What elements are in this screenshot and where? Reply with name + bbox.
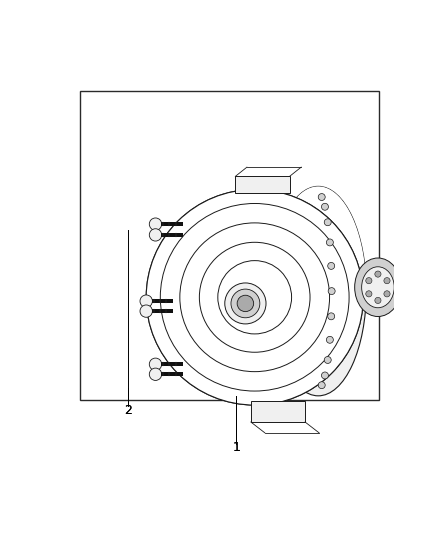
- Text: 1: 1: [233, 441, 240, 454]
- Ellipse shape: [328, 288, 335, 295]
- Ellipse shape: [149, 368, 162, 381]
- Ellipse shape: [321, 372, 328, 379]
- Ellipse shape: [328, 262, 335, 269]
- Ellipse shape: [324, 357, 331, 364]
- Ellipse shape: [328, 313, 335, 320]
- Bar: [251, 401, 305, 422]
- Ellipse shape: [160, 204, 349, 391]
- Bar: [80, 91, 379, 400]
- Ellipse shape: [149, 358, 162, 370]
- Text: 1: 1: [233, 441, 240, 454]
- Ellipse shape: [384, 278, 390, 284]
- Bar: [235, 176, 290, 193]
- Text: 2: 2: [124, 404, 132, 417]
- Ellipse shape: [324, 219, 331, 225]
- Ellipse shape: [318, 382, 325, 389]
- Ellipse shape: [225, 283, 266, 324]
- Bar: [161, 222, 183, 226]
- Bar: [161, 373, 183, 376]
- Ellipse shape: [270, 187, 366, 396]
- Bar: [161, 362, 183, 366]
- Ellipse shape: [321, 203, 328, 210]
- Ellipse shape: [149, 229, 162, 241]
- Ellipse shape: [326, 239, 333, 246]
- Ellipse shape: [366, 278, 372, 284]
- Ellipse shape: [237, 295, 254, 312]
- Bar: [152, 309, 173, 313]
- Ellipse shape: [199, 243, 310, 352]
- Ellipse shape: [231, 289, 260, 318]
- Ellipse shape: [375, 271, 381, 277]
- Bar: [161, 233, 183, 237]
- Ellipse shape: [326, 336, 333, 343]
- Ellipse shape: [362, 267, 394, 308]
- Ellipse shape: [384, 291, 390, 297]
- Ellipse shape: [146, 189, 363, 405]
- Bar: [152, 299, 173, 303]
- Polygon shape: [146, 187, 366, 297]
- Ellipse shape: [218, 261, 292, 334]
- Ellipse shape: [140, 305, 152, 317]
- Text: 2: 2: [124, 404, 132, 417]
- Ellipse shape: [140, 295, 152, 308]
- Ellipse shape: [318, 193, 325, 200]
- Ellipse shape: [180, 223, 329, 372]
- Ellipse shape: [149, 218, 162, 230]
- Ellipse shape: [366, 291, 372, 297]
- Ellipse shape: [375, 297, 381, 303]
- Ellipse shape: [355, 258, 401, 317]
